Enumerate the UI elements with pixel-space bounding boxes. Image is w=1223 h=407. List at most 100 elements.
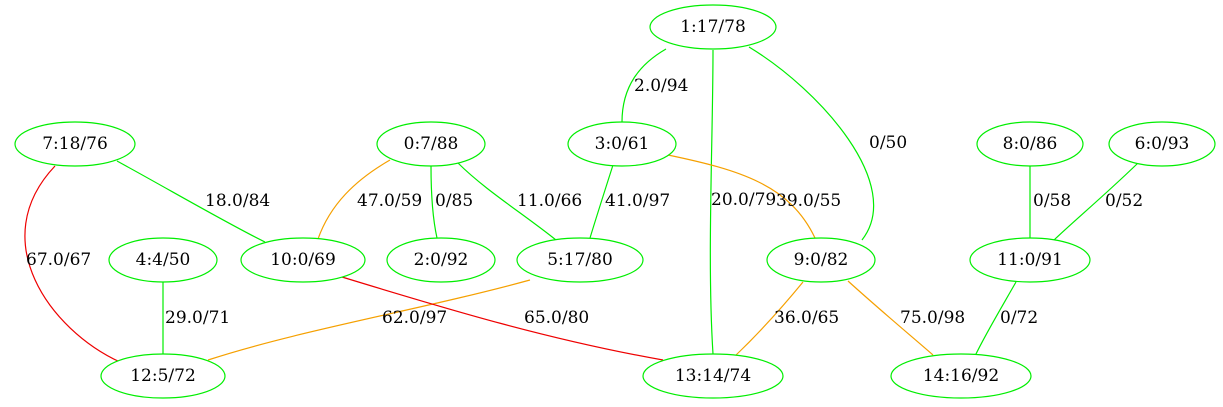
edge-line bbox=[207, 279, 531, 361]
edge-label: 36.0/65 bbox=[774, 308, 839, 328]
node-label: 2:0/92 bbox=[414, 250, 469, 270]
edge-line bbox=[734, 281, 804, 357]
node-n2: 2:0/92 bbox=[386, 237, 496, 283]
node-n13: 13:14/74 bbox=[642, 353, 784, 399]
edge-line bbox=[116, 160, 266, 243]
edge-n0-n10: 47.0/59 bbox=[317, 159, 422, 240]
edge-n0-n5: 11.0/66 bbox=[457, 162, 582, 241]
edge-label: 0/52 bbox=[1105, 191, 1143, 211]
node-ellipse bbox=[14, 121, 136, 167]
edge-line bbox=[709, 49, 714, 355]
edge-n5-n12: 62.0/97 bbox=[207, 279, 531, 361]
node-n10: 10:0/69 bbox=[240, 237, 366, 283]
node-n7: 7:18/76 bbox=[14, 121, 136, 167]
node-ellipse bbox=[642, 353, 784, 399]
edge-n7-n10: 18.0/84 bbox=[116, 160, 270, 243]
edge-line bbox=[847, 280, 934, 356]
node-label: 1:17/78 bbox=[680, 17, 746, 37]
edge-label: 0/85 bbox=[435, 191, 473, 211]
node-label: 13:14/74 bbox=[675, 366, 751, 386]
edge-label: 67.0/67 bbox=[26, 250, 91, 270]
node-ellipse bbox=[766, 237, 876, 283]
edge-label: 62.0/97 bbox=[382, 308, 447, 328]
edge-n6-n11: 0/52 bbox=[1053, 162, 1143, 241]
edge-n9-n14: 75.0/98 bbox=[847, 280, 965, 356]
edge-label: 29.0/71 bbox=[165, 308, 230, 328]
edge-n1-n3: 2.0/94 bbox=[621, 48, 688, 123]
node-label: 6:0/93 bbox=[1135, 134, 1190, 154]
node-label: 8:0/86 bbox=[1003, 134, 1058, 154]
node-n0: 0:7/88 bbox=[376, 121, 486, 167]
node-ellipse bbox=[240, 237, 366, 283]
node-n1: 1:17/78 bbox=[649, 4, 777, 50]
edge-line bbox=[1053, 162, 1139, 241]
node-n6: 6:0/93 bbox=[1108, 121, 1216, 167]
edge-label: 2.0/94 bbox=[634, 76, 688, 96]
node-ellipse bbox=[890, 353, 1032, 399]
node-ellipse bbox=[1108, 121, 1216, 167]
nodes-layer: 1:17/78 7:18/76 0:7/88 3:0/61 8:0/86 6:0/93 4:… bbox=[14, 4, 1216, 399]
node-label: 4:4/50 bbox=[136, 250, 191, 270]
edge-label: 65.0/80 bbox=[524, 308, 589, 328]
edge-n3-n9: 39.0/55 bbox=[667, 154, 841, 239]
edge-n0-n2: 0/85 bbox=[430, 165, 473, 239]
node-ellipse bbox=[386, 237, 496, 283]
edge-line bbox=[457, 162, 557, 241]
node-ellipse bbox=[969, 237, 1091, 283]
node-ellipse bbox=[976, 121, 1084, 167]
edge-n7-n12: 67.0/67 bbox=[24, 165, 121, 363]
edge-line bbox=[430, 165, 438, 239]
edge-label: 0/58 bbox=[1033, 191, 1071, 211]
node-n5: 5:17/80 bbox=[516, 237, 644, 283]
node-n8: 8:0/86 bbox=[976, 121, 1084, 167]
edge-n4-n12: 29.0/71 bbox=[162, 282, 230, 354]
edge-label: 0/72 bbox=[1000, 308, 1038, 328]
node-n4: 4:4/50 bbox=[108, 237, 218, 283]
edge-line bbox=[589, 164, 614, 239]
node-label: 3:0/61 bbox=[595, 134, 650, 154]
edge-label: 20.0/79 bbox=[711, 190, 776, 210]
edge-label: 41.0/97 bbox=[605, 191, 670, 211]
edge-label: 18.0/84 bbox=[205, 191, 270, 211]
node-label: 10:0/69 bbox=[270, 250, 336, 270]
edge-label: 11.0/66 bbox=[517, 191, 582, 211]
edge-line bbox=[341, 276, 664, 361]
node-label: 12:5/72 bbox=[130, 366, 196, 386]
node-ellipse bbox=[516, 237, 644, 283]
edge-label: 47.0/59 bbox=[357, 191, 422, 211]
edge-line bbox=[621, 48, 667, 123]
node-label: 5:17/80 bbox=[547, 250, 613, 270]
node-ellipse bbox=[567, 121, 677, 167]
node-label: 7:18/76 bbox=[42, 134, 108, 154]
edge-line bbox=[317, 159, 391, 240]
node-label: 11:0/91 bbox=[997, 250, 1063, 270]
node-n11: 11:0/91 bbox=[969, 237, 1091, 283]
node-n14: 14:16/92 bbox=[890, 353, 1032, 399]
edge-n8-n11: 0/58 bbox=[1029, 166, 1071, 238]
edge-n10-n13: 65.0/80 bbox=[341, 276, 664, 361]
node-n9: 9:0/82 bbox=[766, 237, 876, 283]
edge-n9-n13: 36.0/65 bbox=[734, 281, 839, 357]
edge-label: 75.0/98 bbox=[900, 308, 965, 328]
edge-label: 0/50 bbox=[869, 133, 907, 153]
node-n12: 12:5/72 bbox=[100, 353, 226, 399]
node-ellipse bbox=[108, 237, 218, 283]
edge-line bbox=[667, 154, 816, 239]
edge-line bbox=[974, 281, 1017, 357]
node-n3: 3:0/61 bbox=[567, 121, 677, 167]
node-ellipse bbox=[649, 4, 777, 50]
node-label: 9:0/82 bbox=[794, 250, 849, 270]
edge-line bbox=[24, 165, 121, 363]
node-label: 0:7/88 bbox=[404, 134, 459, 154]
edge-n3-n5: 41.0/97 bbox=[589, 164, 670, 239]
node-label: 14:16/92 bbox=[923, 366, 999, 386]
edge-n1-n9: 0/50 bbox=[748, 46, 907, 241]
edge-n1-n13: 20.0/79 bbox=[709, 49, 776, 355]
node-ellipse bbox=[100, 353, 226, 399]
edge-label: 39.0/55 bbox=[776, 191, 841, 211]
edge-n11-n14: 0/72 bbox=[974, 281, 1038, 357]
edge-line bbox=[748, 46, 875, 241]
node-ellipse bbox=[376, 121, 486, 167]
edges-layer: 2.0/94 20.0/79 0/50 18.0/84 67.0/67 47.0/59 0/… bbox=[24, 46, 1143, 363]
